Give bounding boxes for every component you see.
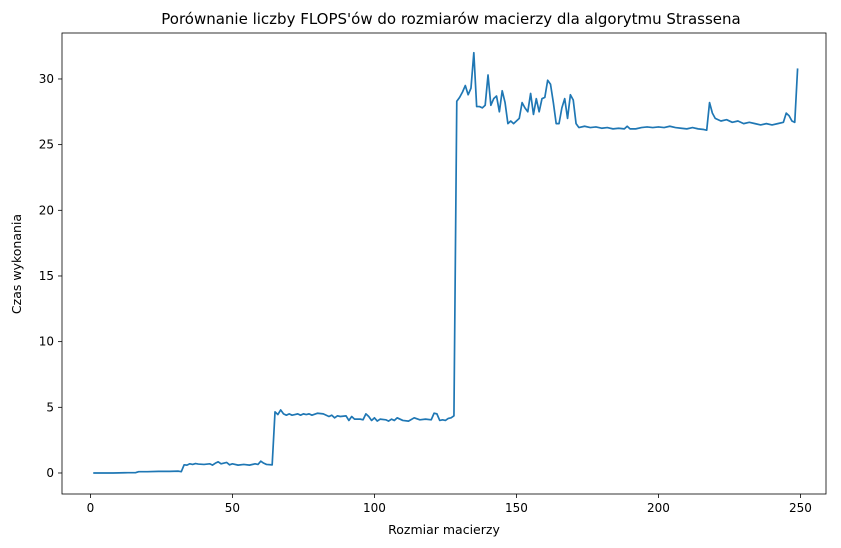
plot-area-frame: [61, 32, 827, 495]
x-axis-label: Rozmiar macierzy: [388, 522, 500, 537]
chart-title: Porównanie liczby FLOPS'ów do rozmiarów …: [161, 10, 740, 28]
y-tick-label: 5: [46, 400, 54, 414]
y-axis-ticks: 0 5 10 15 20 25 30: [39, 72, 62, 480]
x-tick-label: 250: [789, 501, 812, 515]
y-tick-label: 20: [39, 203, 54, 217]
x-tick-label: 50: [225, 501, 240, 515]
series-line-strassen: [93, 51, 799, 474]
x-axis-ticks: 0 50 100 150 200 250: [87, 494, 812, 515]
y-tick-label: 0: [46, 466, 54, 480]
x-tick-label: 0: [87, 501, 95, 515]
y-axis-label: Czas wykonania: [9, 214, 24, 314]
x-tick-label: 100: [363, 501, 386, 515]
y-tick-label: 30: [39, 72, 54, 86]
y-tick-label: 10: [39, 335, 54, 349]
x-tick-label: 200: [647, 501, 670, 515]
x-tick-label: 150: [505, 501, 528, 515]
y-tick-label: 25: [39, 138, 54, 152]
y-tick-label: 15: [39, 269, 54, 283]
